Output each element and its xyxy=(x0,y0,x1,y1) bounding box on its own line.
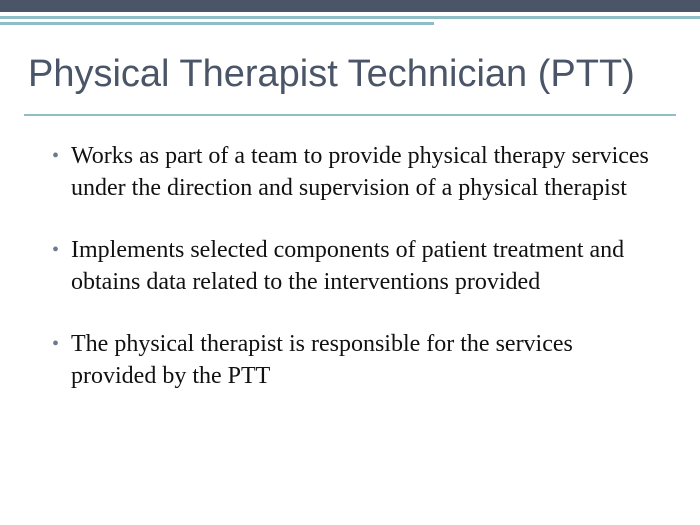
bullet-text: Works as part of a team to provide physi… xyxy=(71,140,656,204)
bullet-item: • Works as part of a team to provide phy… xyxy=(52,140,656,204)
accent-line-2 xyxy=(0,22,434,25)
title-block: Physical Therapist Technician (PTT) xyxy=(0,30,700,106)
slide-title: Physical Therapist Technician (PTT) xyxy=(28,54,672,96)
bullet-item: • Implements selected components of pati… xyxy=(52,234,656,298)
accent-line-1 xyxy=(0,16,700,19)
top-bar xyxy=(0,0,700,12)
bullet-text: Implements selected components of patien… xyxy=(71,234,656,298)
bullet-marker-icon: • xyxy=(52,140,59,172)
bullet-text: The physical therapist is responsible fo… xyxy=(71,328,656,392)
bullet-marker-icon: • xyxy=(52,234,59,266)
bullet-marker-icon: • xyxy=(52,328,59,360)
accent-lines xyxy=(0,12,700,30)
slide-content: • Works as part of a team to provide phy… xyxy=(0,116,700,392)
bullet-item: • The physical therapist is responsible … xyxy=(52,328,656,392)
